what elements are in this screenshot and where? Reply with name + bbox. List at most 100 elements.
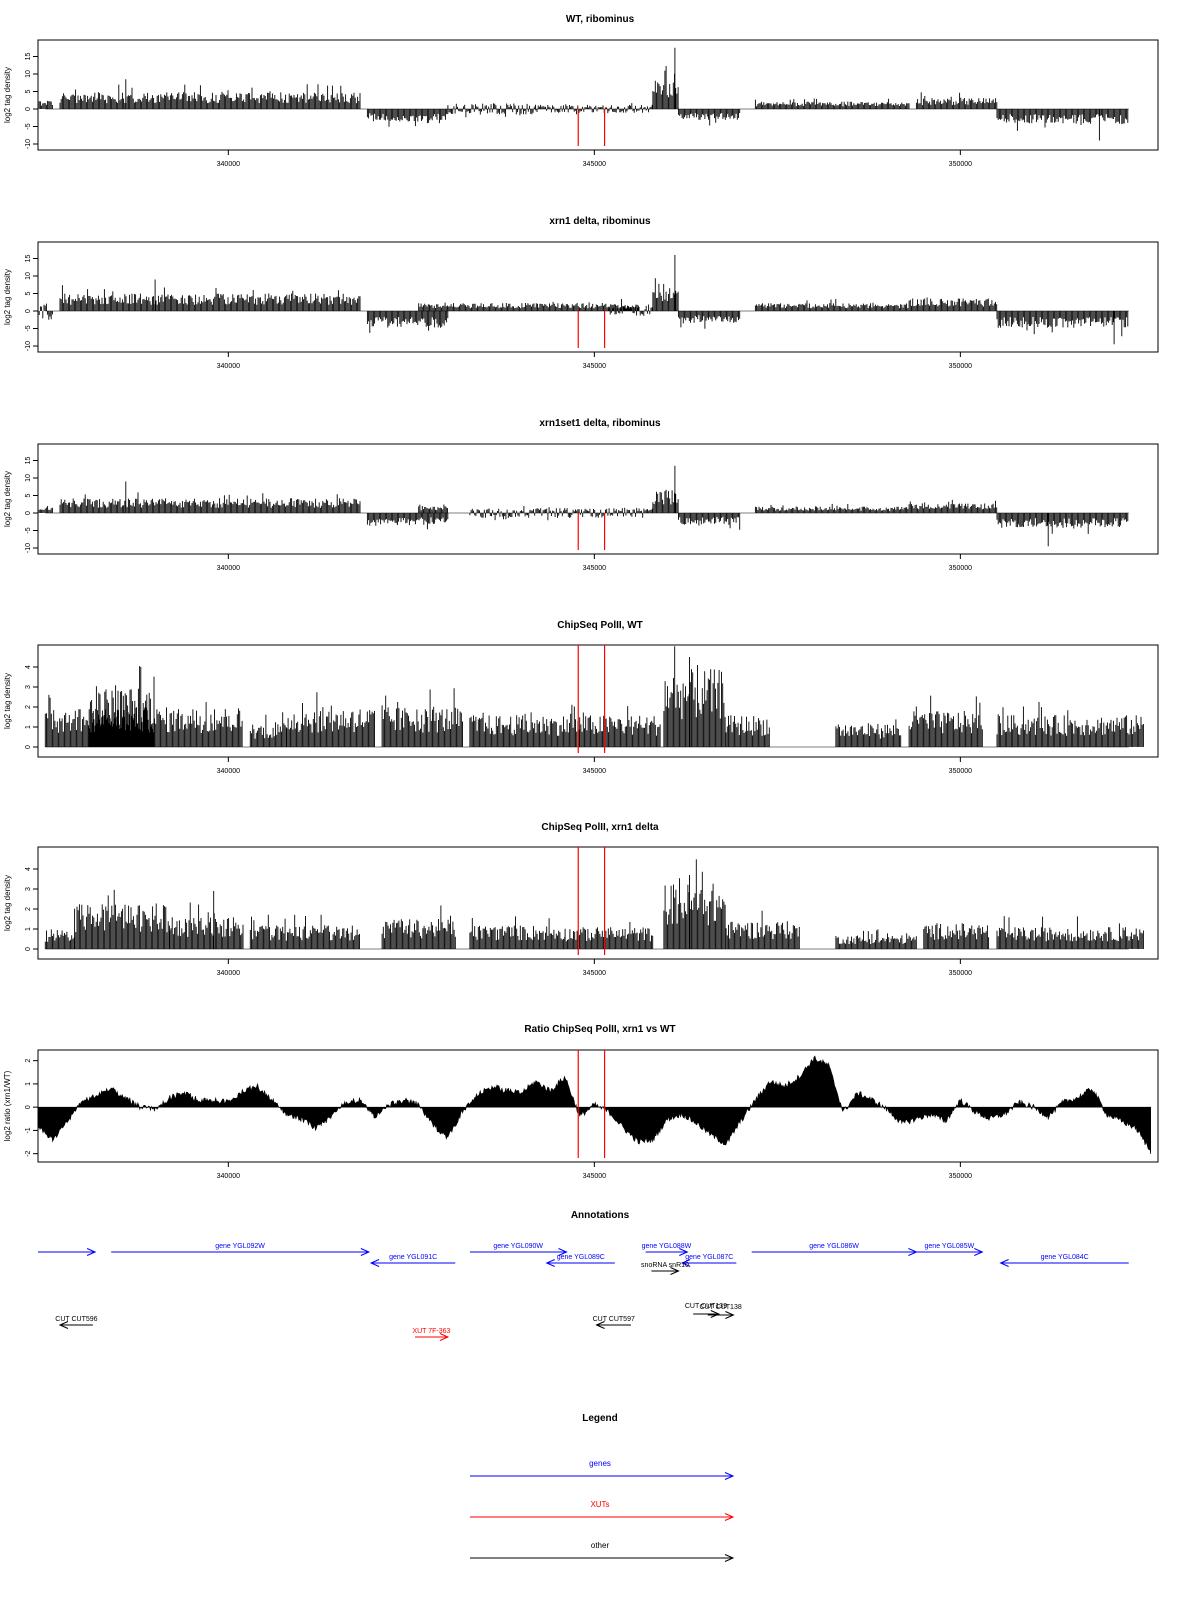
feature-label: gene YGL087C <box>685 1254 733 1261</box>
chart-panel-6: Ratio ChipSeq PolII, xrn1 vs WT log2 rati… <box>3 1024 1159 1180</box>
y-axis-label: log2 tag density <box>3 875 12 931</box>
chart-title: xrn1set1 delta, ribominus <box>539 418 661 429</box>
y-tick-label: 1 <box>25 725 32 729</box>
y-tick-label: 10 <box>25 474 32 482</box>
chart-title: ChipSeq PolII, xrn1 delta <box>541 822 659 833</box>
x-tick-label: 350000 <box>949 1173 972 1180</box>
data-series <box>37 1055 1151 1155</box>
feature-label: CUT CUT139 <box>685 1303 727 1310</box>
chart-panel-4: ChipSeq PolII, WT log2 tag density 0 1 2 3 4 34… <box>3 620 1159 775</box>
x-tick-label: 340000 <box>217 565 240 572</box>
legend-item-label: genes <box>589 1459 611 1468</box>
feature-label: CUT CUT597 <box>593 1316 635 1323</box>
arrow-head <box>725 1311 735 1319</box>
x-tick-label: 350000 <box>949 363 972 370</box>
arrow-head <box>710 1310 721 1318</box>
y-axis-label: log2 tag density <box>3 471 12 527</box>
legend-item-genes: genes <box>470 1459 735 1480</box>
feature-snorna-snr10: snoRNA snR10 <box>641 1262 689 1275</box>
feature-gene-ygl087c: gene YGL087C <box>680 1254 737 1267</box>
legend-title: Legend <box>582 1413 618 1424</box>
arrow-head <box>369 1259 380 1267</box>
y-axis-label: log2 tag density <box>3 673 12 729</box>
feature-gene-ygl091c: gene YGL091C <box>369 1254 456 1267</box>
feature-label: gene YGL092W <box>215 1243 265 1250</box>
y-tick-label: 5 <box>25 89 32 93</box>
plot-frame <box>37 443 1159 555</box>
feature-gene-ygl092w: gene YGL092W <box>111 1243 371 1256</box>
y-tick-label: 15 <box>25 457 32 465</box>
feature-label: gene YGL089C <box>557 1254 605 1261</box>
data-bars <box>37 47 1129 141</box>
plot-frame <box>37 644 1159 758</box>
arrow-head <box>670 1267 680 1275</box>
y-tick-label: 3 <box>25 887 32 891</box>
y-tick-label: 15 <box>25 53 32 61</box>
y-tick-label: 2 <box>25 907 32 911</box>
data-series <box>37 47 1129 141</box>
arrow-head <box>999 1259 1009 1267</box>
legend-item-label: XUTs <box>590 1500 609 1509</box>
x-tick-label: 350000 <box>949 565 972 572</box>
arrow-head <box>360 1248 371 1256</box>
data-bars <box>44 859 1144 949</box>
arrow-head <box>439 1333 450 1341</box>
y-tick-label: 15 <box>25 255 32 263</box>
legend-swatch-arrow <box>724 1554 735 1562</box>
chart-title: WT, ribominus <box>566 14 635 25</box>
feature-cut-cut597: CUT CUT597 <box>593 1316 635 1329</box>
y-tick-label: 2 <box>25 705 32 709</box>
feature-gene-ygl084c: gene YGL084C <box>999 1254 1129 1267</box>
y-tick-label: 10 <box>25 70 32 78</box>
x-tick-label: 340000 <box>217 363 240 370</box>
y-tick-label: 10 <box>25 272 32 280</box>
y-axis-label: log2 tag density <box>3 269 12 325</box>
y-tick-label: 5 <box>25 291 32 295</box>
y-axis-label: log2 ratio (xrn1/WT) <box>3 1070 12 1141</box>
x-tick-label: 345000 <box>583 970 606 977</box>
feature-label: gene YGL088W <box>642 1243 692 1250</box>
plot-frame <box>37 241 1159 353</box>
y-tick-label: 3 <box>25 685 32 689</box>
x-tick-label: 340000 <box>217 970 240 977</box>
chart-title: ChipSeq PolII, WT <box>557 620 643 631</box>
feature-gene-ygl086w: gene YGL086W <box>751 1243 918 1256</box>
annotations-title: Annotations <box>571 1210 630 1221</box>
chart-title: xrn1 delta, ribominus <box>549 216 651 227</box>
plot-frame <box>37 1049 1159 1163</box>
legend-item-xuts: XUTs <box>470 1500 735 1521</box>
x-tick-label: 350000 <box>949 970 972 977</box>
feature-label: gene YGL086W <box>809 1243 859 1250</box>
x-tick-label: 350000 <box>949 161 972 168</box>
legend-item-label: other <box>591 1541 610 1550</box>
feature-xut-7f-363: XUT 7F-363 <box>412 1328 451 1341</box>
feature-gene-ygl089c: gene YGL089C <box>545 1254 615 1267</box>
feature-gene-ygl085w: gene YGL085W <box>916 1243 984 1256</box>
y-tick-label: 2 <box>25 1059 32 1063</box>
y-tick-label: 0 <box>25 511 32 515</box>
feature-cut-cut138: CUT CUT138 <box>699 1304 742 1319</box>
arrow-head <box>974 1248 984 1256</box>
arrow-head <box>545 1259 555 1267</box>
arrow-head <box>595 1321 605 1329</box>
feature-cut-cut596: CUT CUT596 <box>55 1316 98 1329</box>
data-bars <box>37 465 1129 547</box>
ratio-area <box>37 1055 1151 1155</box>
legend-panel: Legend genes XUTs other <box>470 1413 735 1562</box>
y-tick-label: 4 <box>25 665 32 669</box>
y-tick-label: -2 <box>25 1150 32 1156</box>
feature-label: CUT CUT596 <box>55 1316 97 1323</box>
feature-label: XUT 7F-363 <box>412 1328 450 1335</box>
x-tick-label: 340000 <box>217 768 240 775</box>
y-tick-label: -1 <box>25 1127 32 1133</box>
y-tick-label: -5 <box>25 123 32 129</box>
data-series <box>44 646 1144 748</box>
feature-gene-ygl090w: gene YGL090W <box>469 1243 568 1256</box>
chart-title: Ratio ChipSeq PolII, xrn1 vs WT <box>524 1024 675 1035</box>
y-tick-label: 0 <box>25 107 32 111</box>
legend-item-other: other <box>470 1541 735 1562</box>
y-tick-label: 0 <box>25 947 32 951</box>
arrow-head <box>58 1321 69 1329</box>
arrow-head <box>86 1248 97 1256</box>
